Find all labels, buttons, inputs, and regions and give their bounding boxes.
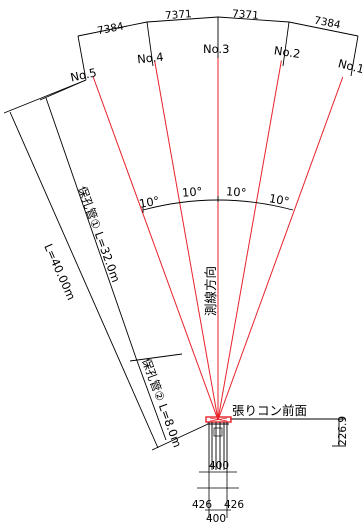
spacing-label-1: 7384 <box>96 20 125 37</box>
pipe2-dimension <box>135 357 167 441</box>
survey-direction-label: 測線方向 <box>203 266 218 316</box>
well-column <box>207 422 229 470</box>
spacing-label-4: 7384 <box>313 15 342 32</box>
spacing-dimension <box>77 16 359 81</box>
angle-label-1: 10° <box>138 193 161 210</box>
borehole-label-3: No.3 <box>203 42 229 56</box>
angle-label-4: 10° <box>268 191 291 208</box>
borehole-label-2: No.2 <box>273 43 301 61</box>
pipe2-label: 保孔管② L=8.0m <box>139 356 184 449</box>
borehole-label-5: No.5 <box>69 65 98 84</box>
wall-front <box>230 418 346 447</box>
angle-label-2: 10° <box>182 184 203 199</box>
angle-arc <box>142 196 294 213</box>
wall-front-label: 張りコン前面 <box>232 403 307 418</box>
base-top-width: 400 <box>209 460 229 472</box>
borehole-ray-4 <box>154 60 219 421</box>
origin-marker <box>205 416 232 423</box>
wall-offset-label: 226.9 <box>337 416 349 446</box>
borehole-ray-5 <box>92 76 219 421</box>
borehole-ray-2 <box>217 60 282 421</box>
spacing-label-3: 7371 <box>232 8 260 22</box>
base-left-offset: 426 <box>192 499 212 511</box>
spacing-label-2: 7371 <box>165 8 193 22</box>
pipe1-label: 保孔管① L=32.0m <box>75 184 123 284</box>
borehole-label-1: No.1 <box>337 56 363 76</box>
borehole-label-4: No.4 <box>136 50 164 67</box>
total-length-label: L=40.00m <box>41 242 78 303</box>
base-right-offset: 426 <box>224 499 244 511</box>
base-bottom-width: 400 <box>206 513 226 525</box>
angle-label-3: 10° <box>226 184 247 199</box>
borehole-rays <box>92 55 344 421</box>
base-dimensions <box>197 470 239 518</box>
pipe1-dimension <box>39 79 183 362</box>
borehole-ray-1 <box>217 76 344 421</box>
